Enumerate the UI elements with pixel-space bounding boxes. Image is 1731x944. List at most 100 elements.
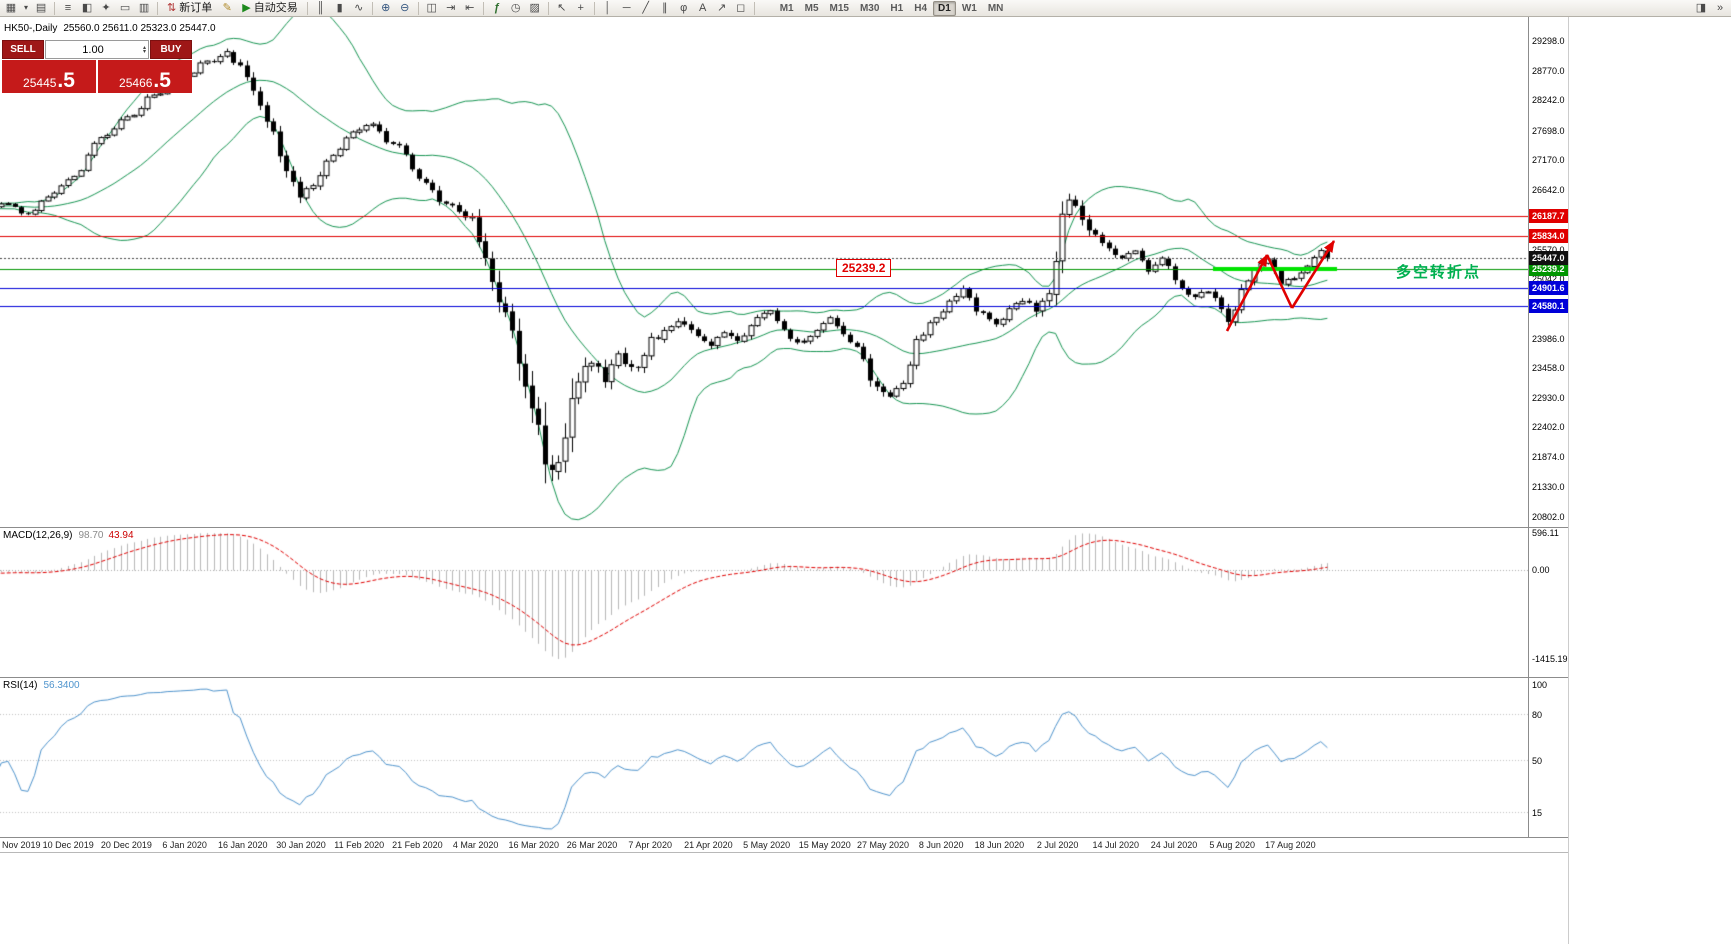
timeframe-mn[interactable]: MN: [987, 2, 1004, 14]
navigator-icon[interactable]: ✦: [101, 1, 111, 14]
timeframe-group: M1 M5 M15 M30 H1 H4 D1 W1 MN: [775, 0, 1009, 16]
date-axis-tick: 15 May 2020: [798, 840, 851, 850]
buy-price[interactable]: 25466 .5: [98, 60, 192, 93]
data-window-icon[interactable]: ◧: [81, 1, 93, 14]
auto-scroll-icon[interactable]: ⇥: [446, 1, 456, 14]
new-order-button[interactable]: ⇅ 新订单: [162, 1, 217, 16]
toolbar-separator: [753, 1, 755, 15]
price-axis-tick: 21330.0: [1532, 482, 1565, 493]
price-axis[interactable]: 29298.0 28770.0 28242.0 27698.0 27170.0 26642…: [1529, 17, 1568, 527]
toolbar-separator: [54, 1, 56, 15]
date-axis-tick: 10 Dec 2019: [42, 840, 94, 850]
volume-input[interactable]: 1.00 ▴ ▾: [45, 40, 149, 59]
dock-icon[interactable]: ◨: [1695, 1, 1707, 14]
timeframe-d1[interactable]: D1: [933, 0, 956, 16]
date-axis-tick: 16 Mar 2020: [508, 840, 560, 850]
timeframe-m5[interactable]: M5: [804, 2, 819, 14]
panel-divider[interactable]: [0, 527, 1568, 528]
strategy-tester-icon[interactable]: ▥: [138, 1, 150, 14]
timeframe-h1[interactable]: H1: [890, 2, 904, 14]
date-axis-tick: 21 Apr 2020: [684, 840, 733, 850]
price-axis-tick: 26642.0: [1532, 184, 1565, 195]
panel-divider[interactable]: [0, 837, 1568, 838]
arrow-tool-icon[interactable]: ↗: [717, 1, 727, 14]
date-axis-tick: 8 Jun 2020: [918, 840, 964, 850]
date-axis-tick: Nov 2019: [2, 840, 41, 850]
bar-chart-icon[interactable]: ║: [316, 1, 325, 14]
horizontal-line-icon[interactable]: ─: [622, 1, 631, 14]
spinner-down-icon[interactable]: ▾: [142, 48, 146, 55]
more-tools-icon[interactable]: »: [1716, 1, 1724, 14]
trendline-icon[interactable]: ╱: [642, 1, 650, 14]
turning-point-annotation[interactable]: 多空转折点: [1396, 264, 1482, 281]
zoom-out-icon[interactable]: ⊖: [400, 1, 410, 14]
timeframe-m1[interactable]: M1: [779, 2, 794, 14]
price-axis-tick: 22402.0: [1532, 422, 1565, 433]
indicators-icon[interactable]: ƒ: [493, 1, 500, 14]
spinner-up-icon[interactable]: ▴: [142, 44, 146, 51]
level-price-label: 25239.2: [1529, 262, 1568, 277]
date-axis-tick: 24 Jul 2020: [1150, 840, 1198, 850]
timeframe-m15[interactable]: M15: [829, 2, 849, 14]
sell-button[interactable]: SELL: [2, 40, 44, 59]
timeframe-w1[interactable]: W1: [961, 2, 977, 14]
price-axis-tick: 28242.0: [1532, 95, 1565, 106]
periods-icon[interactable]: ◷: [510, 1, 521, 14]
sell-price[interactable]: 25445 .5: [2, 60, 96, 93]
macd-panel-canvas[interactable]: [0, 528, 1528, 677]
buy-price-main: 25466: [119, 76, 153, 90]
chart-window-edge: [1568, 17, 1569, 944]
terminal-icon[interactable]: ▭: [119, 1, 131, 14]
shapes-icon[interactable]: ◻: [736, 1, 746, 14]
timeframe-m30[interactable]: M30: [859, 2, 880, 14]
price-annotation-label[interactable]: 25239.2: [836, 259, 892, 277]
macd-indicator-label: MACD(12,26,9) 98.70 43.94: [3, 530, 134, 541]
macd-axis-tick: -1415.19: [1532, 654, 1568, 664]
line-chart-icon[interactable]: ∿: [354, 1, 364, 14]
templates-icon[interactable]: ▨: [529, 1, 540, 14]
text-icon[interactable]: A: [699, 1, 707, 14]
new-chart-icon[interactable]: ▦: [5, 1, 17, 14]
price-axis-tick: 27698.0: [1532, 125, 1565, 136]
cursor-icon[interactable]: ↖: [557, 1, 567, 14]
chart-shift-icon[interactable]: ⇤: [465, 1, 475, 14]
market-watch-icon[interactable]: ≡: [64, 1, 72, 14]
new-chart-dropdown-icon[interactable]: ▾: [24, 3, 29, 12]
autotrading-button[interactable]: ▶ 自动交易: [237, 1, 302, 16]
crosshair-icon[interactable]: +: [577, 1, 584, 14]
level-price-label: 24580.1: [1529, 299, 1568, 314]
date-axis-tick: 18 Jun 2020: [974, 840, 1025, 850]
date-axis-tick: 20 Dec 2019: [100, 840, 152, 850]
level-price-label: 25834.0: [1529, 229, 1568, 244]
vertical-line-icon[interactable]: │: [604, 1, 612, 14]
date-axis-tick: 7 Apr 2020: [628, 840, 672, 850]
channel-icon[interactable]: ∥: [661, 1, 668, 14]
rsi-indicator-label: RSI(14) 56.3400: [3, 680, 80, 691]
autotrading-label: 自动交易: [253, 1, 298, 14]
price-axis-tick: 23986.0: [1532, 333, 1565, 344]
volume-spinner[interactable]: ▴ ▾: [142, 44, 146, 55]
date-axis[interactable]: Nov 2019 10 Dec 2019 20 Dec 2019 6 Jan 2020…: [0, 838, 1528, 852]
macd-main-value: 98.70: [78, 530, 104, 541]
candlestick-chart-icon[interactable]: ▮: [336, 1, 343, 14]
buy-button[interactable]: BUY: [150, 40, 192, 59]
zoom-in-icon[interactable]: ⊕: [381, 1, 391, 14]
macd-signal-value: 43.94: [108, 530, 134, 541]
fibonacci-icon[interactable]: φ: [680, 1, 688, 14]
timeframe-h4[interactable]: H4: [914, 2, 928, 14]
new-order-icon: ⇅: [167, 1, 177, 14]
rsi-axis-tick: 15: [1532, 808, 1543, 819]
metaeditor-icon[interactable]: ✎: [222, 1, 232, 14]
toolbar-separator: [547, 1, 549, 15]
rsi-value: 56.3400: [43, 680, 80, 691]
rsi-axis: 100 80 50 15: [1529, 678, 1568, 837]
profiles-icon[interactable]: ▤: [35, 1, 47, 14]
main-chart-canvas[interactable]: [0, 17, 1528, 527]
axis-separator: [1528, 17, 1529, 837]
ohlc-values: 25560.0 25611.0 25323.0 25447.0: [63, 23, 216, 34]
tile-windows-icon[interactable]: ◫: [426, 1, 437, 14]
sell-price-frac: .5: [57, 69, 75, 92]
panel-divider[interactable]: [0, 677, 1568, 678]
rsi-panel-canvas[interactable]: [0, 678, 1528, 837]
price-axis-tick: 27170.0: [1532, 155, 1565, 166]
